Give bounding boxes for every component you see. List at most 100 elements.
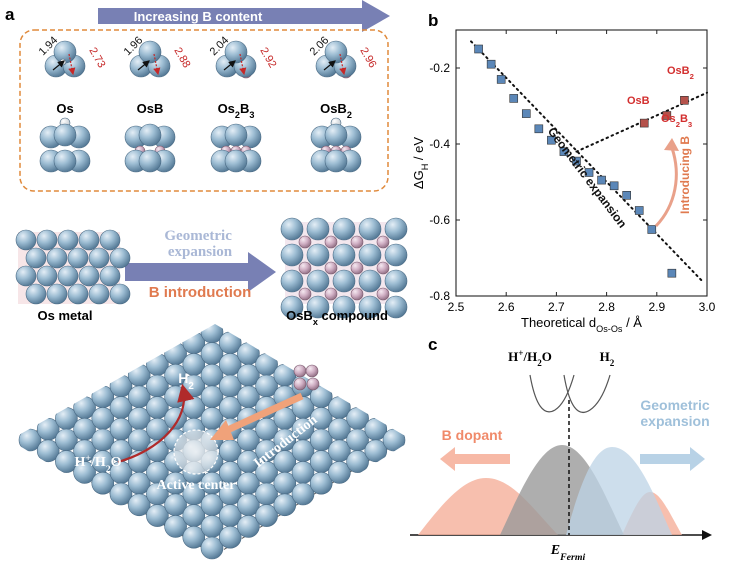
data-point-s1	[634, 206, 644, 215]
data-point-s1	[547, 135, 556, 145]
os-atom	[25, 283, 47, 305]
os-atom	[46, 247, 68, 269]
os-atom	[109, 247, 131, 269]
os-atom	[25, 247, 47, 269]
os-atom	[328, 461, 351, 484]
h-h2o-state-curve	[529, 374, 575, 413]
introduction-arrow-shaft	[221, 392, 304, 436]
os-atom	[218, 525, 242, 549]
b-atom	[298, 261, 312, 275]
energy-axis-arrowhead	[702, 530, 712, 540]
data-point-s1	[534, 124, 544, 134]
data-point-s2	[639, 118, 649, 128]
b-atom	[350, 287, 364, 301]
os-atom	[324, 149, 348, 173]
introducing-b-annotation: Introducing B	[678, 136, 692, 214]
long-distance-label: 2.88	[171, 46, 192, 71]
x-tick-label: 2.6	[498, 300, 515, 314]
os-atom	[280, 269, 304, 293]
h-h2o-label: H+/H2O	[508, 348, 552, 368]
osbx-label: OsBx compound	[286, 308, 388, 327]
os-atom	[138, 40, 162, 64]
b-atom	[376, 235, 390, 249]
b-atom	[376, 261, 390, 275]
geometric-expansion-arrow	[640, 447, 705, 471]
short-distance-arrow	[223, 60, 236, 71]
os-atom	[53, 123, 77, 147]
data-point-s1	[647, 225, 657, 234]
b-atom	[298, 287, 312, 301]
os-atom	[57, 229, 79, 251]
os-metal-structure	[15, 229, 131, 305]
h-h2o-surface-label: H+/H2O	[74, 453, 121, 475]
os-atom	[146, 504, 169, 527]
os-atom	[255, 504, 278, 527]
geometric-expansion-text: Geometric expansion	[164, 228, 235, 260]
os-atom	[224, 123, 248, 147]
b-atom	[293, 364, 307, 378]
os-atom	[91, 471, 115, 495]
x-tick-label: 2.5	[448, 300, 465, 314]
data-point-s1	[584, 168, 594, 177]
data-point-s1	[474, 44, 483, 54]
h2-label: H2	[600, 349, 615, 368]
x-tick-label: 2.8	[598, 300, 615, 314]
os-atom	[88, 283, 110, 305]
h2-state-curve	[563, 374, 611, 413]
os-atom	[164, 515, 187, 538]
os-atom	[358, 295, 382, 319]
data-point-s1	[521, 109, 531, 118]
os2b3-annotation: Os2B3	[661, 113, 692, 129]
data-point-s2	[662, 111, 672, 120]
os-atom	[382, 428, 406, 452]
data-point-s2	[680, 96, 689, 105]
data-point-s1	[486, 59, 496, 69]
introduction-arrow-head	[210, 420, 234, 440]
trend-line-1	[470, 40, 703, 282]
os-atom	[332, 243, 356, 267]
os-atom	[306, 295, 330, 319]
os-atom	[99, 229, 121, 251]
geometric-expansion-annotation: Geometric expansion	[545, 125, 630, 231]
osb2-annotation: OsB2	[667, 65, 694, 81]
panel-b-label: b	[428, 11, 438, 30]
x-axis-label: Theoretical dOs-Os / Å	[521, 315, 642, 334]
plot-frame	[455, 29, 708, 297]
os-atom	[324, 123, 348, 147]
b-dopant-arrow	[440, 447, 510, 471]
b-atom	[376, 287, 390, 301]
panel-c-label: c	[428, 335, 437, 354]
os-atom	[306, 243, 330, 267]
b-atom	[306, 377, 320, 391]
os-atom	[67, 283, 89, 305]
b-atom	[350, 235, 364, 249]
os-atom	[78, 229, 100, 251]
y-axis-label: ΔGH / eV	[411, 137, 430, 189]
data-point-s1	[509, 94, 519, 103]
os-metal-label: Os metal	[38, 308, 93, 323]
long-distance-label: 2.92	[257, 46, 278, 71]
increasing-b-text: Increasing B content	[134, 9, 263, 24]
introducing-b-arrowhead	[664, 138, 679, 151]
structure-name: Os	[56, 101, 73, 116]
y-tick-label: -0.2	[429, 61, 450, 75]
os-atom	[306, 269, 330, 293]
os-atom	[224, 40, 248, 64]
os-atom	[364, 439, 388, 463]
b-introduction-text: B introduction	[149, 284, 251, 301]
os-atom	[332, 269, 356, 293]
panel-a-label: a	[5, 5, 15, 24]
os-atom	[88, 247, 110, 269]
os-atom	[182, 525, 206, 549]
e-fermi-label: EFermi	[550, 543, 586, 563]
os-atom	[78, 265, 100, 287]
os-atom	[127, 493, 151, 517]
os-atom	[237, 515, 260, 538]
x-tick-label: 2.7	[548, 300, 565, 314]
b-atom	[293, 377, 307, 391]
b-atom	[324, 287, 338, 301]
